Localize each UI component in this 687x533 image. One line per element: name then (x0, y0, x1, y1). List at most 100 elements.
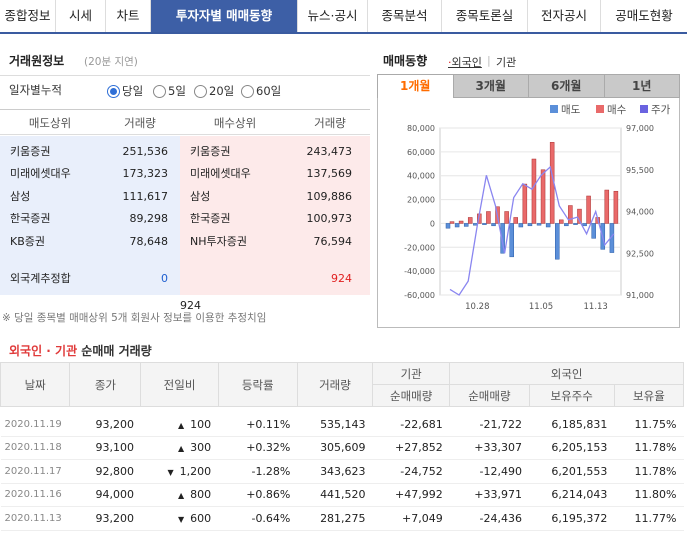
y-right-tick-label: 94,000 (626, 208, 654, 217)
radio-label: 5일 (168, 84, 186, 98)
row-volume: 535,143 (297, 412, 373, 437)
row-change-value: 100 (190, 417, 212, 431)
buy-volume: 243,473 (306, 145, 353, 158)
y-left-tick-label: -20,000 (404, 243, 435, 252)
row-change: ▲ 100 (140, 412, 219, 437)
buy-broker-name[interactable]: 한국증권 (190, 212, 231, 225)
buy-bar (568, 205, 573, 224)
sell-broker-name[interactable]: 미래에셋대우 (10, 167, 71, 180)
table-row: 2020.11.19 93,200 ▲ 100 +0.11% 535,143 -22,681… (0, 412, 684, 437)
net-title-red: 외국인 · 기관 (9, 344, 78, 358)
period-tab-6m[interactable]: 6개월 (529, 74, 605, 98)
row-rate: -0.64% (218, 506, 298, 531)
y-right-tick-label: 92,500 (626, 249, 654, 258)
period-tabs: 1개월 3개월 6개월 1년 (377, 74, 680, 100)
sell-broker-name[interactable]: 한국증권 (10, 212, 51, 225)
sell-volume: 111,617 (122, 190, 169, 203)
buy-bar (522, 183, 528, 224)
radio-5day[interactable]: 5일 (153, 83, 186, 99)
link-foreign[interactable]: ·외국인 (448, 56, 482, 69)
row-foreign-net: +33,307 (449, 436, 529, 460)
buy-bar (604, 189, 610, 224)
period-tab-1y[interactable]: 1년 (604, 74, 680, 98)
trend-chart-box: 매도 매수 주가 80,000 60,000 40,000 20,000 0 -20,000 -4… (377, 98, 680, 328)
row-foreign-net: -21,722 (449, 412, 529, 437)
tab-chart[interactable]: 차트 (106, 0, 151, 32)
row-ratio: 11.78% (614, 436, 684, 460)
tab-analysis[interactable]: 종목분석 (368, 0, 442, 32)
y-left-tick-label: 40,000 (407, 172, 435, 181)
tab-investor-trend[interactable]: 투자자별 매매동향 (151, 0, 298, 32)
buy-volume: 76,594 (313, 235, 353, 248)
radio-icon (241, 84, 254, 98)
filter-row (0, 75, 370, 105)
sell-broker-name[interactable]: 키움증권 (10, 145, 51, 158)
row-inst-net: +27,852 (372, 436, 450, 460)
net-table-title: 외국인 · 기관 순매매 거래량 (9, 342, 152, 359)
table-row: 2020.11.18 93,100 ▲ 300 +0.32% 305,609 +27,852… (0, 436, 684, 460)
buy-broker-name[interactable]: 미래에셋대우 (190, 167, 251, 180)
row-volume: 305,609 (297, 436, 373, 460)
col-holdings: 보유주수 (528, 384, 615, 407)
row-close: 92,800 (69, 459, 141, 484)
row-close: 93,200 (69, 506, 141, 531)
period-tab-1m[interactable]: 1개월 (377, 74, 454, 98)
tab-discussion[interactable]: 종목토론실 (442, 0, 528, 32)
buy-volume: 109,886 (306, 190, 353, 203)
header-sell-volume: 거래량 (100, 109, 180, 135)
row-volume: 343,623 (297, 459, 373, 484)
row-change: ▲ 300 (140, 436, 219, 460)
period-tab-3m[interactable]: 3개월 (453, 74, 529, 98)
sell-bar (509, 223, 514, 258)
sell-broker-name[interactable]: 삼성 (10, 190, 31, 203)
filter-label: 일자별누적 (9, 83, 62, 97)
net-title-rest: 순매매 거래량 (77, 344, 152, 358)
buy-broker-name[interactable]: NH투자증권 (190, 235, 247, 248)
link-institution[interactable]: 기관 (496, 56, 517, 69)
radio-60day[interactable]: 60일 (241, 83, 281, 99)
row-change-value: 1,200 (179, 464, 212, 478)
foreign-estimate-label: 외국계추정합 (10, 272, 71, 285)
tab-price[interactable]: 시세 (56, 0, 106, 32)
buy-bar (613, 190, 619, 224)
row-date: 2020.11.18 (0, 436, 70, 460)
row-change-value: 800 (190, 488, 212, 502)
radio-icon (153, 84, 166, 98)
buy-broker-name[interactable]: 삼성 (190, 190, 211, 203)
sell-bar (564, 223, 569, 227)
sell-volume: 173,323 (122, 167, 169, 180)
buy-bar (540, 169, 546, 224)
legend-label: 매도 (561, 104, 581, 116)
sell-bar (536, 223, 542, 226)
radio-20day[interactable]: 20일 (194, 83, 234, 99)
tab-overview[interactable]: 종합정보 (0, 0, 56, 32)
y-right-tick-label: 91,000 (626, 291, 654, 300)
legend-label: 주가 (651, 104, 671, 116)
col-inst-net: 순매매량 (372, 384, 451, 407)
row-holdings: 6,214,043 (529, 483, 615, 507)
buy-bar (449, 221, 455, 224)
col-change: 전일비 (140, 362, 219, 407)
col-rate: 등락률 (217, 362, 298, 407)
row-change: ▼ 600 (140, 506, 219, 531)
radio-icon (107, 84, 120, 98)
tab-news[interactable]: 뉴스·공시 (298, 0, 368, 32)
radio-icon (194, 84, 207, 98)
tab-short-selling[interactable]: 공매도현황 (615, 8, 673, 23)
row-ratio: 11.75% (614, 412, 684, 437)
buy-bar (504, 211, 509, 224)
header-buy-top: 매수상위 (180, 109, 290, 135)
sell-bar (482, 223, 487, 225)
col-volume: 거래량 (296, 362, 374, 407)
radio-today[interactable]: 당일 (107, 83, 143, 99)
buy-broker-name[interactable]: 키움증권 (190, 145, 231, 158)
radio-label: 60일 (256, 84, 282, 98)
col-date: 날짜 (0, 362, 71, 407)
row-change-value: 300 (190, 441, 212, 455)
sell-broker-name[interactable]: KB증권 (10, 235, 45, 248)
sell-bar (573, 223, 578, 225)
buy-bar (486, 211, 491, 224)
tab-disclosure[interactable]: 전자공시 (528, 0, 601, 32)
row-holdings: 6,185,831 (529, 412, 615, 437)
row-date: 2020.11.13 (0, 506, 70, 531)
